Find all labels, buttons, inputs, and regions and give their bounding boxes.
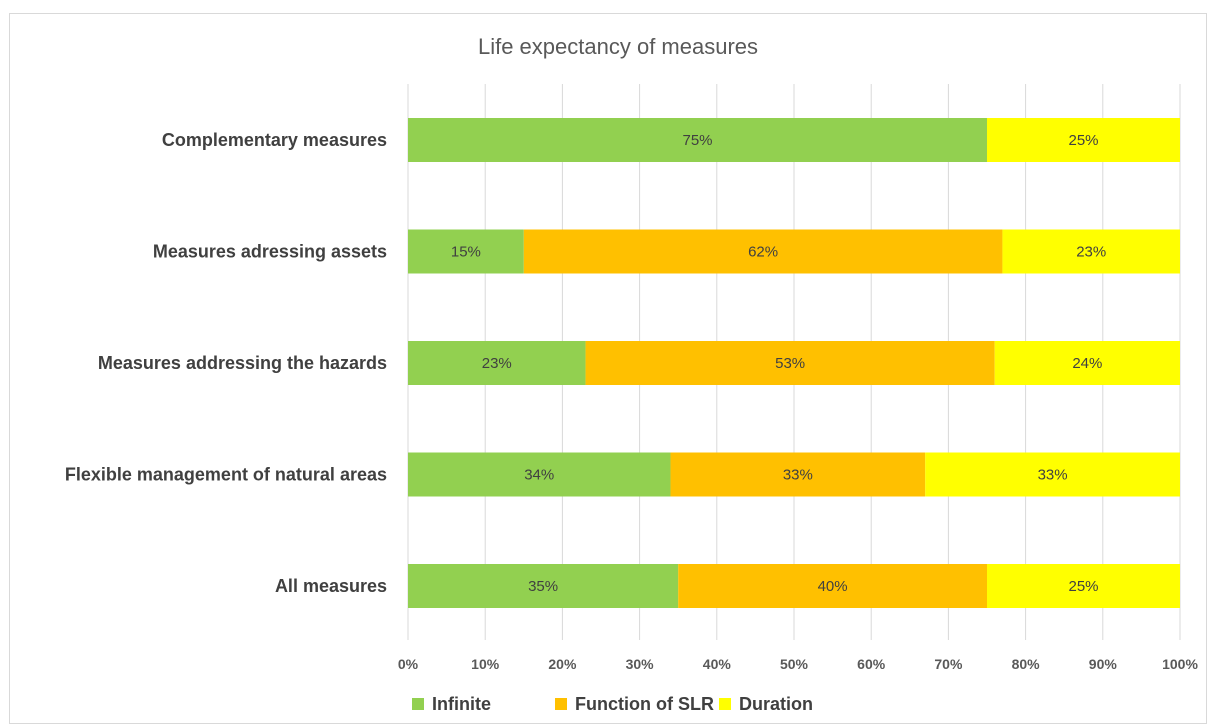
data-label: 25%: [1068, 578, 1098, 595]
x-tick-label: 0%: [398, 656, 419, 672]
legend-swatch-duration: [719, 698, 731, 710]
x-tick-label: 10%: [471, 656, 500, 672]
x-tick-label: 40%: [703, 656, 732, 672]
legend: Infinite Function of SLR Duration: [412, 694, 813, 714]
bar-infinite-0: [408, 118, 987, 162]
data-label: 23%: [482, 355, 512, 372]
category-label: Complementary measures: [162, 130, 387, 150]
data-label: 23%: [1076, 244, 1106, 261]
bar-infinite-1: [408, 229, 524, 274]
bar-duration-2: [994, 341, 1180, 385]
x-tick-label: 80%: [1012, 656, 1041, 672]
data-label: 40%: [818, 578, 848, 595]
data-label: 62%: [748, 244, 778, 261]
data-label: 75%: [682, 132, 712, 149]
data-label: 33%: [783, 467, 813, 484]
legend-swatch-infinite: [412, 698, 424, 710]
x-tick-label: 70%: [934, 656, 963, 672]
data-label: 25%: [1068, 132, 1098, 149]
legend-label-duration: Duration: [739, 694, 813, 714]
bar-duration-1: [1002, 229, 1180, 274]
category-labels: Complementary measures Measures adressing…: [65, 130, 387, 596]
category-label: Measures addressing the hazards: [98, 353, 387, 373]
x-tick-label: 60%: [857, 656, 886, 672]
bars: [408, 118, 1180, 608]
category-label: Measures adressing assets: [153, 242, 387, 262]
legend-label-function-of-slr: Function of SLR: [575, 694, 714, 714]
bar-duration-0: [987, 118, 1180, 162]
bar-function-of-slr-1: [523, 229, 1003, 274]
x-tick-label: 100%: [1162, 656, 1198, 672]
bar-function-of-slr-4: [678, 564, 987, 608]
chart-title: Life expectancy of measures: [478, 34, 758, 59]
bar-function-of-slr-2: [585, 341, 995, 385]
bar-infinite-4: [408, 564, 679, 608]
x-tick-labels: 0% 10% 20% 30% 40% 50% 60% 70% 80% 90% 100%: [398, 656, 1199, 672]
category-label: Flexible management of natural areas: [65, 465, 387, 485]
x-tick-label: 90%: [1089, 656, 1118, 672]
bar-duration-4: [987, 564, 1180, 608]
data-labels: 75% 25% 15% 62% 23% 23% 53% 24% 34% 33% 33% 35% 40% 2…: [451, 132, 1106, 595]
data-label: 53%: [775, 355, 805, 372]
data-label: 15%: [451, 244, 481, 261]
category-label: All measures: [275, 576, 387, 596]
bar-infinite-3: [408, 452, 671, 497]
data-label: 33%: [1038, 467, 1068, 484]
bar-function-of-slr-3: [670, 452, 926, 497]
legend-label-infinite: Infinite: [432, 694, 491, 714]
bar-infinite-2: [408, 341, 586, 385]
bar-duration-3: [925, 452, 1180, 497]
x-tick-label: 30%: [626, 656, 655, 672]
legend-swatch-function-of-slr: [555, 698, 567, 710]
data-label: 35%: [528, 578, 558, 595]
data-label: 34%: [524, 467, 554, 484]
x-tick-label: 20%: [548, 656, 577, 672]
data-label: 24%: [1072, 355, 1102, 372]
x-tick-label: 50%: [780, 656, 809, 672]
